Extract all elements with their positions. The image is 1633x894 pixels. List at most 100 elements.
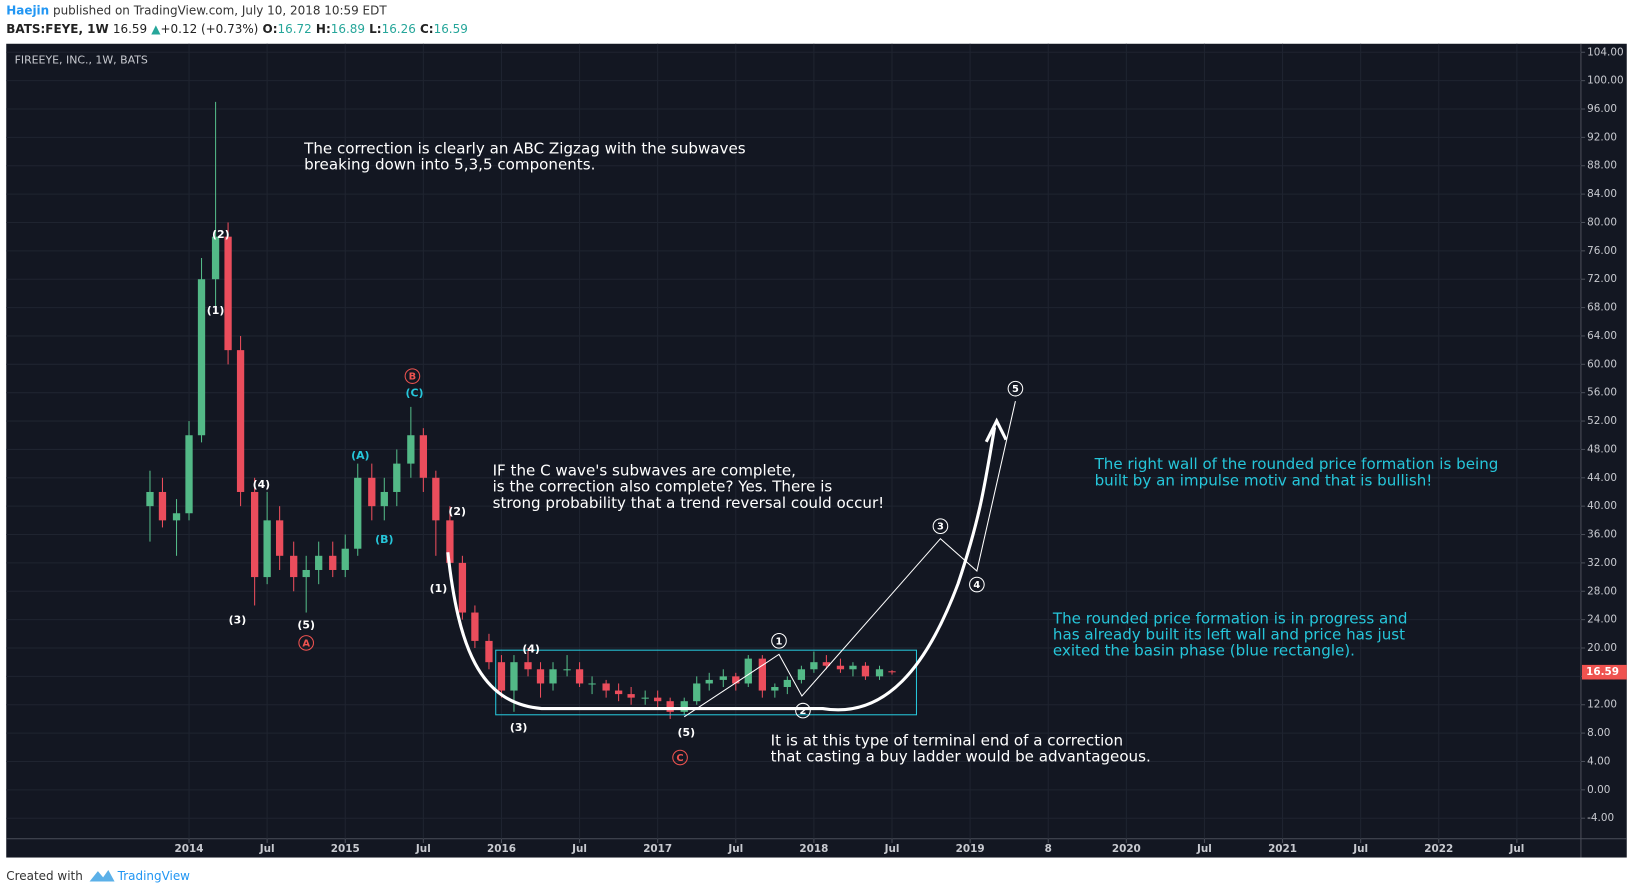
wave-circle (298, 635, 314, 651)
x-tick-label: Jul (571, 843, 587, 855)
candle-body (888, 671, 896, 673)
y-tick-label: 20.00 (1587, 642, 1617, 654)
y-tick-label: 8.00 (1587, 727, 1610, 739)
candle-body (302, 569, 310, 578)
x-tick-label: 2015 (331, 843, 360, 855)
y-tick-label: 100.00 (1587, 75, 1623, 87)
open: 16.72 (277, 22, 311, 36)
candle-body (172, 513, 181, 521)
candle-body (719, 676, 727, 680)
y-tick-label: 88.00 (1587, 160, 1617, 172)
candle-body (758, 658, 766, 691)
candle-body (211, 236, 220, 280)
candle-body (836, 665, 845, 670)
wave-label: (5) (297, 619, 315, 632)
y-tick-label: 36.00 (1587, 529, 1617, 541)
wave-label: (1) (430, 582, 448, 595)
annotation-text: exited the basin phase (blue rectangle). (1053, 642, 1355, 660)
candle-body (407, 435, 415, 464)
wave-label: 1 (776, 636, 783, 647)
x-tick-label: 2018 (799, 843, 828, 855)
annotation-text: IF the C wave's subwaves are complete, (493, 461, 796, 479)
wave-label: (3) (229, 613, 247, 626)
brand-logo (89, 870, 115, 882)
candle-body (263, 520, 271, 578)
y-tick-label: 84.00 (1587, 188, 1617, 200)
candle-body (329, 555, 337, 570)
candle-body (797, 669, 806, 680)
x-tick-label: Jul (727, 843, 743, 855)
candle-body (341, 548, 349, 570)
y-tick-label: 28.00 (1587, 585, 1617, 597)
candle-body (275, 520, 284, 556)
annotations: The correction is clearly an ABC Zigzag … (207, 139, 1499, 765)
candle-body (822, 662, 831, 666)
x-tick-label: 2017 (643, 843, 672, 855)
annotation-text: is the correction also complete? Yes. Th… (493, 478, 833, 496)
symbol: BATS:FEYE, 1W (6, 22, 108, 36)
candle-body (575, 669, 584, 684)
y-tick-label: 76.00 (1587, 245, 1617, 257)
annotation-text: The rounded price formation is in progre… (1052, 609, 1408, 627)
wave-label: B (409, 372, 417, 383)
candle-body (197, 279, 206, 436)
close: 16.59 (434, 22, 468, 36)
change: +0.12 (+0.73%) (161, 22, 259, 36)
candle-body (744, 658, 752, 684)
candle-body (158, 491, 167, 521)
annotation-text: The right wall of the rounded price form… (1094, 455, 1499, 473)
wave-label: (B) (375, 533, 393, 546)
x-tick-label: 2014 (175, 843, 204, 855)
candle-body (315, 555, 323, 570)
candle-body (236, 350, 245, 492)
candle-body (354, 477, 362, 549)
y-tick-label: 48.00 (1587, 443, 1617, 455)
annotation-text: The correction is clearly an ABC Zigzag … (303, 139, 746, 157)
footer-created: Created with (6, 869, 83, 883)
c-label: C: (420, 22, 434, 36)
basin-rectangle (495, 649, 918, 716)
y-tick-label: -4.00 (1587, 812, 1614, 824)
author[interactable]: Haejin (6, 3, 49, 17)
candle-body (549, 669, 557, 684)
wave-circle (672, 749, 688, 766)
candle-body (250, 491, 259, 578)
y-tick-label: 24.00 (1587, 614, 1617, 626)
wave-circle (771, 632, 787, 649)
candle-body (783, 679, 791, 688)
wave-label: (4) (253, 478, 271, 491)
rounded-formation-curve (446, 426, 997, 712)
candle-body (290, 555, 298, 578)
annotation-text: has already built its left wall and pric… (1053, 626, 1405, 644)
x-tick-label: Jul (1508, 843, 1524, 855)
y-tick-label: 0.00 (1587, 784, 1610, 796)
y-tick-label: 68.00 (1587, 302, 1617, 314)
candle-body (654, 697, 662, 702)
y-tick-label: 80.00 (1587, 216, 1617, 228)
wave-label: C (676, 753, 683, 764)
wave-label: (2) (448, 505, 466, 518)
candle-body (393, 463, 401, 492)
header-line-2: BATS:FEYE, 1W 16.59 ▲+0.12 (+0.73%) O:16… (6, 22, 468, 36)
last-price-box (1581, 664, 1627, 680)
x-tick-label: Jul (1352, 843, 1368, 855)
candle-body (458, 562, 467, 613)
candle-body (471, 612, 479, 641)
wave-circle (404, 368, 421, 384)
x-tick-label: Jul (1196, 843, 1212, 855)
wave-circle (1007, 380, 1024, 397)
candle-body (380, 491, 388, 507)
y-tick-label: 64.00 (1587, 330, 1617, 342)
low: 16.26 (382, 22, 416, 36)
last-price-label: 16.59 (1586, 666, 1619, 678)
candle-body (368, 477, 376, 507)
wave-label: (5) (678, 726, 696, 739)
y-tick-label: 40.00 (1587, 500, 1617, 512)
wave-label: (1) (207, 304, 225, 317)
wave-label: 5 (1012, 384, 1019, 395)
o-label: O: (263, 22, 278, 36)
footer-brand[interactable]: TradingView (117, 869, 191, 883)
annotation-text: breaking down into 5,3,5 components. (304, 156, 595, 174)
candle-body (771, 687, 779, 691)
